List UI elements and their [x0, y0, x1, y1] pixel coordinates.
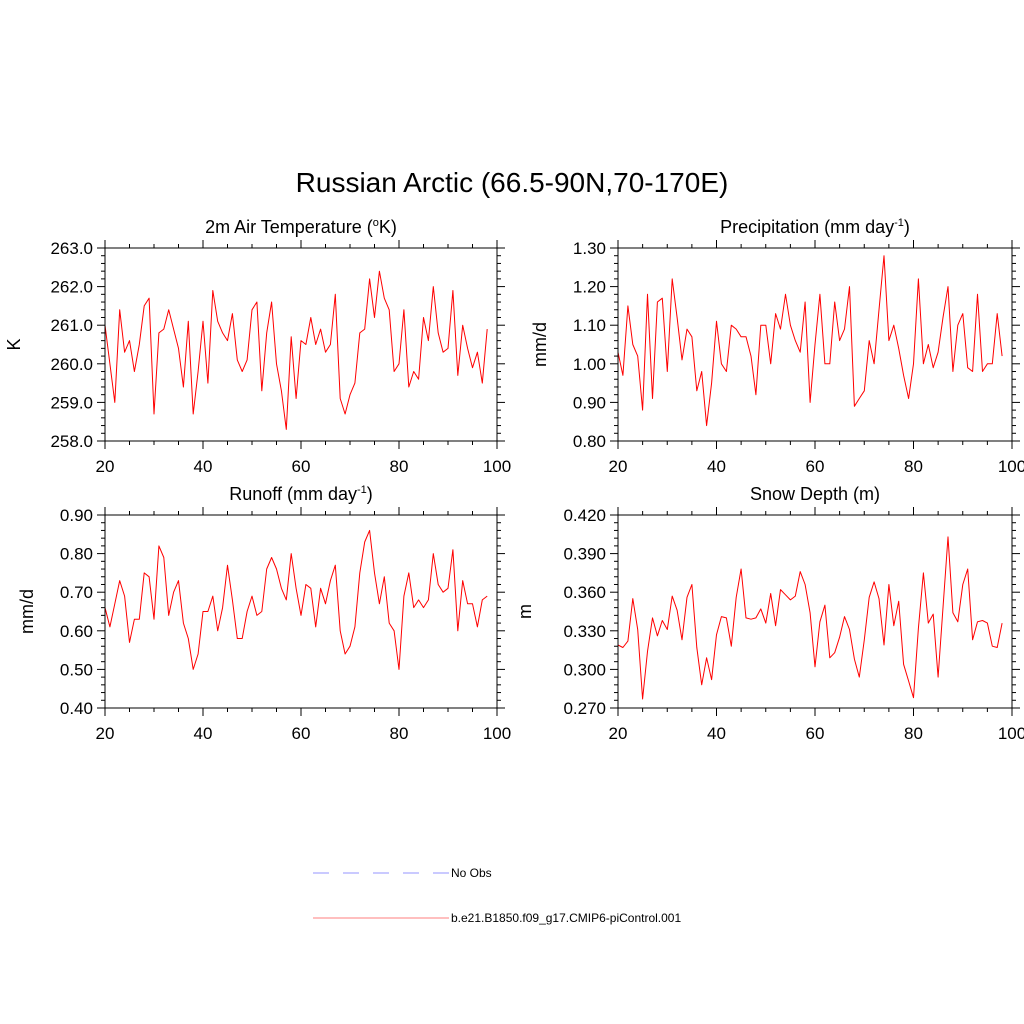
plot-frame-snow-depth: [617, 514, 1013, 709]
ytick-label: 262.0: [50, 278, 93, 297]
ytick-label: 1.00: [573, 355, 606, 374]
ytick-label: 259.0: [50, 393, 93, 412]
panel-title-precipitation: Precipitation (mm day-1): [720, 217, 910, 237]
xtick-label: 60: [292, 724, 311, 743]
plot-frame-precipitation: [617, 247, 1013, 442]
xtick-label: 40: [194, 457, 213, 476]
ytick-label: 0.330: [563, 622, 606, 641]
xtick-label: 20: [609, 457, 628, 476]
xtick-label: 100: [998, 457, 1024, 476]
xtick-label: 40: [707, 457, 726, 476]
panel-precipitation: Precipitation (mm day-1) mm/d 0.80 0.90 1.00…: [530, 217, 1024, 476]
ytick-label: 1.30: [573, 239, 606, 258]
ytick-label: 0.420: [563, 506, 606, 525]
panel-title-superscript: -1: [357, 484, 367, 496]
panel-snow-depth: Snow Depth (m) m 0.270 0.300 0.330 0.360 0.390…: [515, 484, 1024, 743]
ytick-label: 1.10: [573, 316, 606, 335]
ytick-label: 0.390: [563, 545, 606, 564]
panel-title-main: Snow Depth (m): [750, 484, 880, 504]
panel-title-end: K): [379, 217, 397, 237]
panel-title-main: 2m Air Temperature (: [205, 217, 373, 237]
ytick-label: 0.60: [60, 622, 93, 641]
panel-title-main: Precipitation (mm day: [720, 217, 894, 237]
legend-model-label: b.e21.B1850.f09_g17.CMIP6-piControl.001: [451, 911, 681, 925]
ytick-label: 258.0: [50, 432, 93, 451]
ytick-label: 263.0: [50, 239, 93, 258]
xtick-label: 20: [96, 724, 115, 743]
panel-title-main: Runoff (mm day: [229, 484, 357, 504]
panels: 2m Air Temperature (oK) K 258.0 259.0 260.0 2…: [4, 217, 1024, 743]
xtick-label: 20: [96, 457, 115, 476]
xtick-label: 20: [609, 724, 628, 743]
legend-obs-label: No Obs: [451, 866, 492, 880]
panel-title-end: ): [904, 217, 910, 237]
figure-title: Russian Arctic (66.5-90N,70-170E): [296, 167, 729, 198]
panel-title-snow-depth: Snow Depth (m): [750, 484, 880, 504]
xtick-label: 80: [904, 457, 923, 476]
ytick-label: 0.40: [60, 699, 93, 718]
ytick-label: 0.50: [60, 660, 93, 679]
xtick-label: 60: [806, 457, 825, 476]
ylabel-runoff: mm/d: [17, 589, 37, 634]
ytick-label: 0.80: [573, 432, 606, 451]
xtick-label: 40: [707, 724, 726, 743]
series-line-snow-depth: [617, 536, 1003, 700]
series-line-precipitation: [617, 255, 1003, 427]
series-line-temperature: [104, 270, 488, 430]
xtick-label: 60: [292, 457, 311, 476]
legend: No Obs b.e21.B1850.f09_g17.CMIP6-piContr…: [313, 866, 681, 925]
ylabel-temperature: K: [4, 338, 24, 350]
ytick-label: 0.80: [60, 545, 93, 564]
ylabel-precipitation: mm/d: [530, 322, 550, 367]
xtick-label: 100: [483, 724, 511, 743]
panel-temperature: 2m Air Temperature (oK) K 258.0 259.0 260.0 2…: [4, 217, 511, 476]
xtick-label: 40: [194, 724, 213, 743]
ylabel-snow-depth: m: [515, 604, 535, 619]
ytick-label: 0.90: [573, 393, 606, 412]
panel-runoff: Runoff (mm day-1) mm/d 0.40 0.50 0.60 0.70 0.8…: [17, 484, 511, 743]
panel-title-superscript: o: [373, 217, 379, 229]
ytick-label: 0.360: [563, 583, 606, 602]
ytick-label: 261.0: [50, 316, 93, 335]
ytick-label: 0.300: [563, 660, 606, 679]
xtick-label: 60: [806, 724, 825, 743]
plot-frame-runoff: [104, 514, 498, 709]
xtick-label: 80: [390, 724, 409, 743]
plot-frame-temperature: [104, 247, 498, 442]
ytick-label: 0.90: [60, 506, 93, 525]
ytick-label: 0.270: [563, 699, 606, 718]
panel-title-end: ): [367, 484, 373, 504]
xtick-label: 100: [998, 724, 1024, 743]
ytick-label: 1.20: [573, 278, 606, 297]
ytick-label: 0.70: [60, 583, 93, 602]
series-line-runoff: [104, 529, 488, 670]
xtick-label: 80: [904, 724, 923, 743]
ytick-label: 260.0: [50, 355, 93, 374]
panel-title-temperature: 2m Air Temperature (oK): [205, 217, 397, 237]
panel-title-runoff: Runoff (mm day-1): [229, 484, 373, 504]
xtick-label: 80: [390, 457, 409, 476]
panel-title-superscript: -1: [894, 217, 904, 229]
xtick-label: 100: [483, 457, 511, 476]
